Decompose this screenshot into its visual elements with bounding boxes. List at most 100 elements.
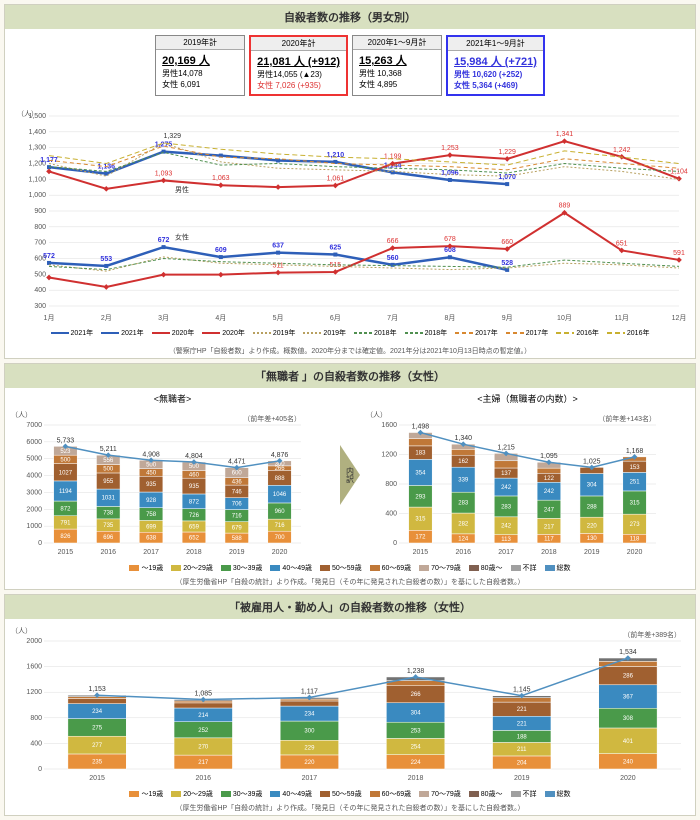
- legend-item: 2021年: [101, 328, 144, 338]
- svg-text:2020: 2020: [627, 549, 643, 556]
- svg-text:11月: 11月: [615, 314, 629, 322]
- svg-text:（人）: （人）: [11, 411, 32, 419]
- legend-item: 2019年: [253, 328, 296, 338]
- svg-text:716: 716: [232, 514, 243, 520]
- svg-text:955: 955: [103, 479, 114, 485]
- svg-text:889: 889: [559, 203, 571, 210]
- svg-text:224: 224: [411, 760, 422, 766]
- legend-item: 70～79歳: [419, 789, 461, 799]
- svg-text:（前年差+389名）: （前年差+389名）: [623, 630, 681, 639]
- svg-text:367: 367: [623, 695, 634, 701]
- svg-text:678: 678: [444, 236, 456, 243]
- svg-text:666: 666: [387, 238, 399, 245]
- svg-text:572: 572: [43, 253, 55, 260]
- svg-text:1,100: 1,100: [28, 176, 46, 183]
- svg-text:1,242: 1,242: [613, 147, 631, 154]
- svg-text:188: 188: [517, 734, 528, 740]
- svg-text:2018: 2018: [541, 549, 557, 556]
- svg-text:1,145: 1,145: [513, 687, 531, 694]
- svg-text:1,340: 1,340: [454, 435, 472, 442]
- svg-text:746: 746: [232, 489, 243, 495]
- svg-text:1600: 1600: [381, 422, 397, 429]
- svg-text:282: 282: [458, 521, 469, 527]
- svg-text:699: 699: [146, 524, 157, 530]
- svg-text:300: 300: [304, 729, 315, 735]
- svg-text:401: 401: [623, 739, 634, 745]
- svg-text:2月: 2月: [101, 314, 112, 322]
- legend-item: 60～69歳: [370, 563, 412, 573]
- legend-item: 30～39歳: [221, 789, 263, 799]
- svg-text:2019: 2019: [229, 549, 245, 556]
- svg-text:293: 293: [415, 494, 426, 500]
- svg-text:2020: 2020: [272, 549, 288, 556]
- svg-text:2015: 2015: [89, 775, 105, 782]
- svg-text:1,253: 1,253: [441, 145, 459, 152]
- svg-text:253: 253: [411, 728, 422, 734]
- svg-text:1200: 1200: [26, 689, 42, 696]
- svg-text:4,804: 4,804: [185, 453, 203, 460]
- svg-text:240: 240: [623, 759, 634, 765]
- svg-text:6000: 6000: [26, 439, 42, 446]
- svg-text:122: 122: [544, 476, 555, 482]
- svg-text:1,025: 1,025: [583, 458, 601, 465]
- chart3-area: 0400800120016002000（人）23527727523420151,…: [5, 619, 695, 787]
- svg-text:4,908: 4,908: [142, 451, 160, 458]
- svg-text:10月: 10月: [557, 314, 572, 322]
- svg-text:888: 888: [275, 476, 286, 482]
- svg-text:500: 500: [189, 464, 200, 470]
- legend-item: ～19歳: [129, 563, 163, 573]
- svg-text:500: 500: [103, 467, 114, 473]
- svg-text:251: 251: [630, 480, 641, 486]
- svg-text:1,215: 1,215: [497, 444, 515, 451]
- svg-text:706: 706: [232, 502, 243, 508]
- svg-text:450: 450: [146, 470, 157, 476]
- line-chart: 3004005006007008009001,0001,1001,2001,30…: [9, 106, 689, 326]
- svg-text:1000: 1000: [26, 523, 42, 530]
- svg-text:8月: 8月: [444, 314, 455, 322]
- svg-text:1031: 1031: [102, 496, 116, 502]
- svg-text:183: 183: [415, 451, 426, 457]
- svg-text:308: 308: [623, 716, 634, 722]
- svg-text:652: 652: [189, 536, 200, 542]
- svg-text:560: 560: [387, 255, 399, 262]
- svg-text:935: 935: [146, 482, 157, 488]
- svg-text:1,210: 1,210: [327, 152, 345, 159]
- svg-text:4000: 4000: [26, 473, 42, 480]
- svg-text:400: 400: [30, 740, 42, 747]
- stat-box: 2020年1～9月計 15,263 人 男性 10,368 女性 4,895: [352, 35, 442, 96]
- svg-text:315: 315: [415, 517, 426, 523]
- svg-text:672: 672: [158, 237, 170, 244]
- legend-item: 総数: [545, 789, 571, 799]
- svg-text:273: 273: [630, 522, 641, 528]
- svg-text:960: 960: [275, 509, 286, 515]
- svg-text:2000: 2000: [26, 506, 42, 513]
- section3-note: （厚生労働省HP「自殺の統計」より作成。「発見日（その年に発見された自殺者の数）…: [5, 801, 695, 815]
- svg-text:638: 638: [146, 536, 157, 542]
- svg-text:1,000: 1,000: [28, 192, 46, 199]
- svg-text:2016: 2016: [455, 549, 471, 556]
- svg-text:5月: 5月: [273, 314, 284, 322]
- svg-text:600: 600: [232, 471, 243, 477]
- svg-text:204: 204: [517, 760, 528, 766]
- stat-box: 2020年計 21,081 人 (+912) 男性14,055 (▲23) 女性…: [249, 35, 348, 96]
- svg-text:266: 266: [411, 692, 422, 698]
- svg-text:735: 735: [103, 523, 114, 529]
- svg-text:7月: 7月: [387, 314, 398, 322]
- svg-text:354: 354: [415, 470, 426, 476]
- svg-text:1,199: 1,199: [384, 154, 402, 161]
- svg-text:4月: 4月: [215, 314, 226, 322]
- legend-item: 40～49歳: [270, 563, 312, 573]
- svg-text:153: 153: [630, 465, 641, 471]
- svg-text:2020: 2020: [620, 775, 636, 782]
- svg-text:1,061: 1,061: [327, 176, 345, 183]
- legend-item: 2020年: [152, 328, 195, 338]
- svg-text:315: 315: [630, 501, 641, 507]
- svg-text:935: 935: [189, 484, 200, 490]
- svg-text:女性: 女性: [175, 233, 189, 242]
- svg-text:1,238: 1,238: [407, 668, 425, 675]
- legend-item: 2021年: [51, 328, 94, 338]
- svg-text:1,104: 1,104: [670, 169, 688, 176]
- svg-text:283: 283: [458, 501, 469, 507]
- svg-text:660: 660: [501, 239, 513, 246]
- stacked-bar-right: 040080012001600（人）17231529335418320151,4…: [364, 407, 664, 557]
